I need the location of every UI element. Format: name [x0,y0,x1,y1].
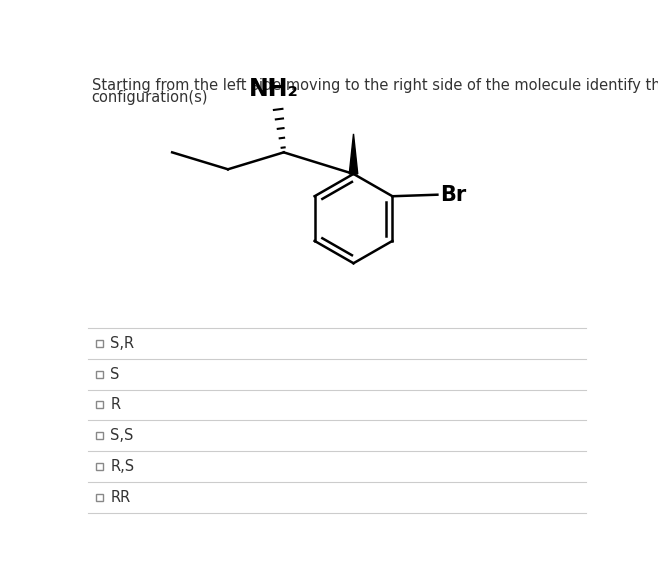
Bar [96,402,103,408]
Text: S,S: S,S [110,428,134,443]
Bar [96,340,103,347]
Text: Starting from the left side moving to the right side of the molecule identify th: Starting from the left side moving to th… [91,79,658,93]
Bar [96,463,103,470]
Bar [96,371,103,378]
Text: RR: RR [110,490,130,505]
Text: configuration(s): configuration(s) [91,90,208,105]
Text: S: S [110,367,120,382]
Text: R,S: R,S [110,459,134,474]
Text: S,R: S,R [110,336,134,351]
Bar [96,432,103,439]
Bar [96,494,103,501]
Polygon shape [349,134,358,174]
Text: NH₂: NH₂ [249,77,299,101]
Text: Br: Br [440,185,466,205]
Text: R: R [110,398,120,412]
